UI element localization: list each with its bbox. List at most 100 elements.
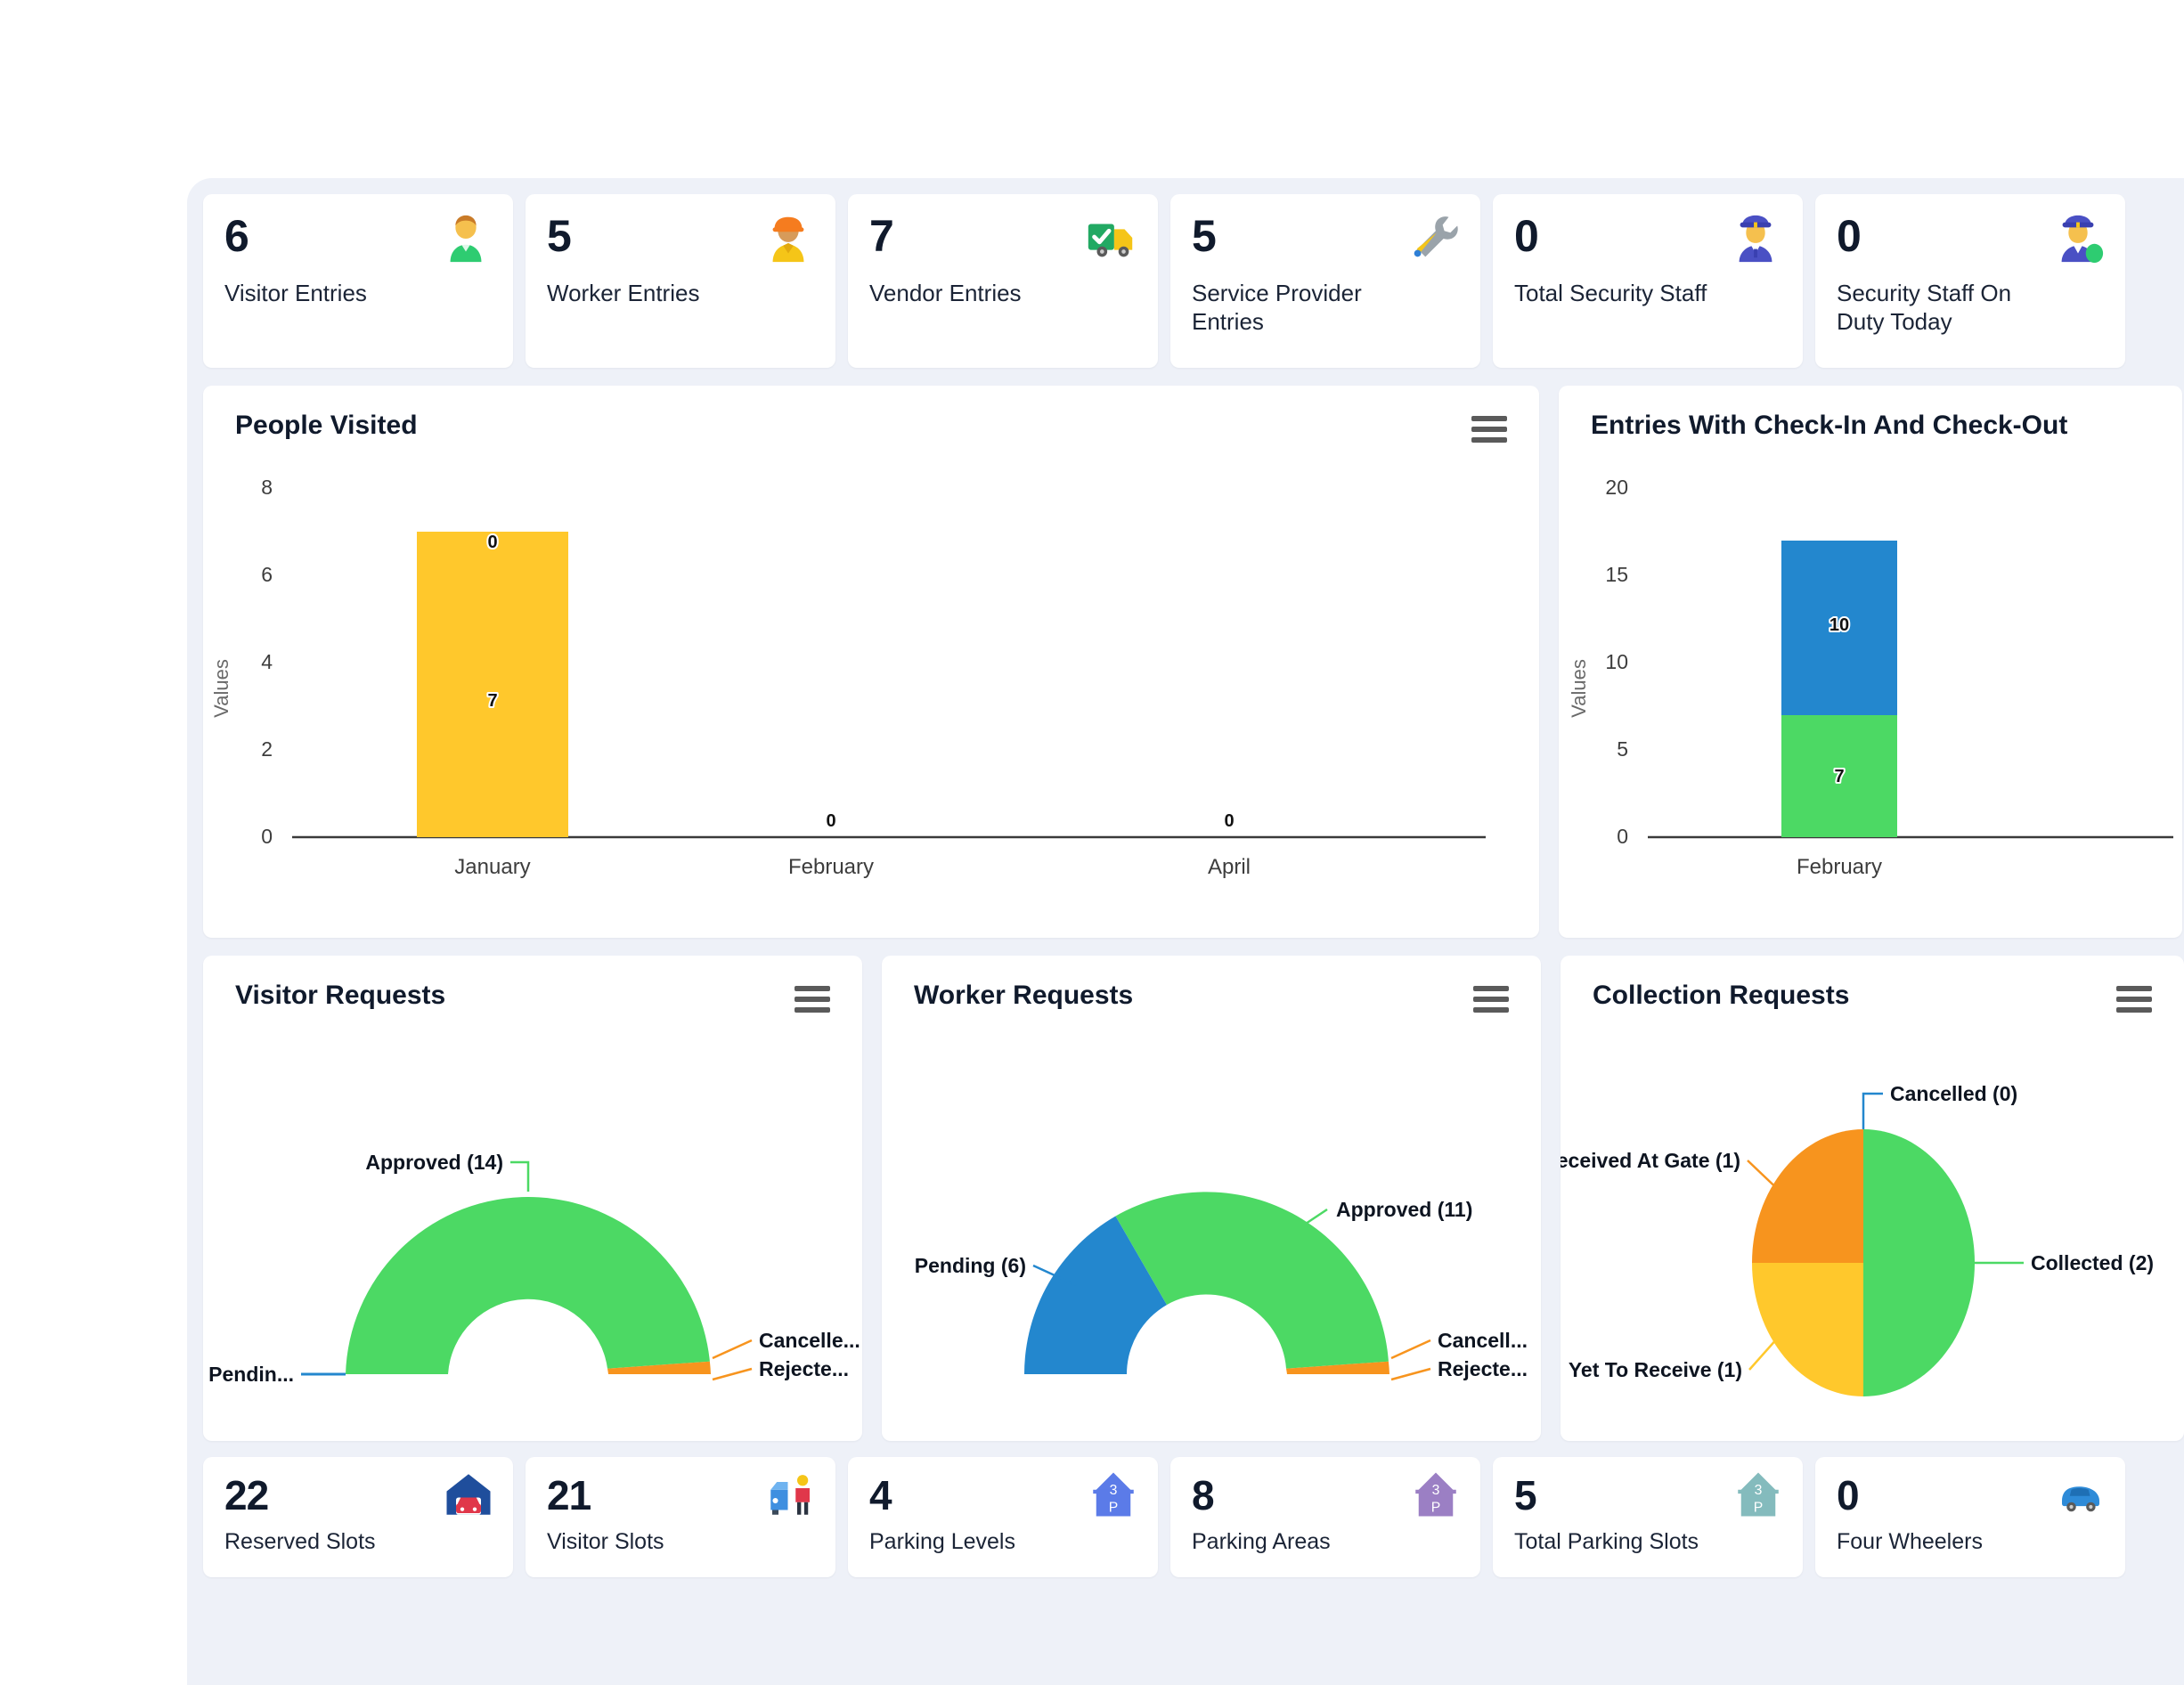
car-icon <box>2056 1469 2106 1519</box>
stat-value: 5 <box>1192 211 1217 261</box>
hamburger-menu-icon[interactable] <box>1471 416 1507 444</box>
label-approved: Approved (11) <box>1336 1198 1472 1221</box>
panel-people-visited: People Visited 8 6 4 2 0 Values 0 7 <box>203 386 1539 938</box>
stat-card-vendor-entries[interactable]: 7 Vendor Entries <box>848 194 1158 368</box>
stat-label: Parking Levels <box>869 1529 1015 1554</box>
leader-cancelled <box>1390 1339 1431 1360</box>
hamburger-menu-icon[interactable] <box>795 986 830 1014</box>
label-rejected: Rejecte... <box>759 1357 849 1380</box>
slice-approved[interactable] <box>346 1197 710 1374</box>
stat-label: Security Staff On Duty Today <box>1837 280 2012 335</box>
ytick: 8 <box>261 476 273 499</box>
panel-title: Collection Requests <box>1593 981 1850 1010</box>
ytick: 6 <box>261 563 273 586</box>
stat-value: 4 <box>869 1472 892 1518</box>
panel-worker-requests: Worker Requests Approved (11) Pending (6… <box>882 956 1541 1441</box>
stat-label: Service Provider Entries <box>1192 280 1362 335</box>
security-guard-online-icon <box>2050 210 2106 265</box>
chart-collection-requests: Cancelled (0) Collected (2) Received At … <box>1561 1018 2184 1441</box>
stat-value: 7 <box>869 211 894 261</box>
slice-yet-to-receive[interactable] <box>1752 1263 1863 1396</box>
stat-label: Total Parking Slots <box>1514 1529 1699 1554</box>
label-pending: Pending (6) <box>915 1254 1026 1277</box>
ytick: 15 <box>1605 563 1628 586</box>
dashboard-page: 6 Visitor Entries 5 Worker Entries <box>187 178 2184 1685</box>
stat-card-total-parking-slots[interactable]: 5 Total Parking Slots 3 P <box>1493 1457 1803 1577</box>
stat-value: 21 <box>547 1472 591 1518</box>
slice-approved[interactable] <box>1115 1192 1389 1369</box>
security-guard-icon <box>1728 210 1783 265</box>
parking-badge-bottom: P <box>1754 1500 1764 1515</box>
x-tick-february: February <box>788 855 874 879</box>
stat-card-four-wheelers[interactable]: 0 Four Wheelers <box>1815 1457 2125 1577</box>
stat-card-worker-entries[interactable]: 5 Worker Entries <box>526 194 835 368</box>
y-axis-title: Values <box>210 659 232 718</box>
stat-value: 0 <box>1514 211 1539 261</box>
panel-title: People Visited <box>235 411 418 440</box>
stat-label: Vendor Entries <box>869 280 1022 306</box>
hamburger-menu-icon[interactable] <box>1473 986 1509 1014</box>
charts-row-2: Visitor Requests Approved (14) Cancelle.… <box>187 938 2184 1441</box>
stat-card-total-security-staff[interactable]: 0 Total Security Staff <box>1493 194 1803 368</box>
slice-pending[interactable] <box>1024 1216 1167 1375</box>
parking-badge-bottom: P <box>1109 1500 1119 1515</box>
label-cancelled: Cancelle... <box>759 1329 860 1352</box>
bar-january[interactable] <box>417 532 568 837</box>
stat-card-security-staff-on-duty[interactable]: 0 Security Staff On Duty Today <box>1815 194 2125 368</box>
label-cancelled: Cancelled (0) <box>1890 1082 2017 1105</box>
worker-helmet-icon <box>761 210 816 265</box>
parking-badge-top: 3 <box>1432 1483 1440 1498</box>
chart-people-visited: 8 6 4 2 0 Values 0 7 0 0 January Fe <box>203 448 1539 938</box>
wrench-tools-icon <box>1406 210 1461 265</box>
stat-value: 0 <box>1837 1472 1860 1518</box>
bar-label-february: 0 <box>826 811 835 831</box>
slice-cancelled-rejected[interactable] <box>607 1361 711 1374</box>
stat-card-parking-levels[interactable]: 4 Parking Levels 3 P <box>848 1457 1158 1577</box>
stat-value: 0 <box>1837 211 1862 261</box>
label-yet-to-receive: Yet To Receive (1) <box>1569 1358 1742 1381</box>
visitor-parking-icon <box>766 1469 816 1519</box>
leader-approved <box>1286 1208 1328 1238</box>
garage-car-icon <box>444 1469 493 1519</box>
bar-label-april: 0 <box>1224 811 1234 831</box>
stat-label: Visitor Slots <box>547 1529 664 1554</box>
parking-badge-top: 3 <box>1755 1483 1763 1498</box>
slice-received-at-gate[interactable] <box>1752 1129 1863 1263</box>
bar-label-inside-january: 7 <box>487 691 497 711</box>
stat-card-service-provider-entries[interactable]: 5 Service Provider Entries <box>1170 194 1480 368</box>
stat-value: 6 <box>224 211 249 261</box>
stat-card-visitor-slots[interactable]: 21 Visitor Slots <box>526 1457 835 1577</box>
slice-collected[interactable] <box>1863 1129 1975 1396</box>
y-axis-title: Values <box>1568 659 1590 718</box>
label-cancelled: Cancell... <box>1438 1329 1528 1352</box>
stat-value: 22 <box>224 1472 269 1518</box>
bar-label-top-january: 0 <box>487 533 497 552</box>
label-received-at-gate: Received At Gate (1) <box>1561 1149 1740 1172</box>
ytick: 2 <box>261 737 273 761</box>
stat-card-reserved-slots[interactable]: 22 Reserved Slots <box>203 1457 513 1577</box>
stat-label: Parking Areas <box>1192 1529 1331 1554</box>
bar-label-checkout: 10 <box>1830 615 1849 635</box>
leader-approved <box>510 1160 530 1192</box>
stat-value: 5 <box>1514 1472 1537 1518</box>
panel-visitor-requests: Visitor Requests Approved (14) Cancelle.… <box>203 956 862 1441</box>
parking-area-purple-icon: 3 P <box>1411 1469 1461 1519</box>
chart-visitor-requests: Approved (14) Cancelle... Rejecte... Pen… <box>203 1018 862 1441</box>
bar-segment-checkout[interactable] <box>1781 541 1897 715</box>
label-collected: Collected (2) <box>2031 1251 2154 1274</box>
leader-yet-to-receive <box>1748 1329 1786 1371</box>
parking-badge-bottom: P <box>1431 1500 1441 1515</box>
bar-segment-checkin[interactable] <box>1781 715 1897 837</box>
panel-title: Visitor Requests <box>235 981 446 1010</box>
slice-cancelled-rejected[interactable] <box>1286 1361 1389 1374</box>
stat-card-parking-areas[interactable]: 8 Parking Areas 3 P <box>1170 1457 1480 1577</box>
ytick: 10 <box>1605 650 1628 673</box>
x-tick-april: April <box>1208 855 1251 879</box>
leader-pending <box>1032 1264 1077 1287</box>
parking-level-blue-icon: 3 P <box>1088 1469 1138 1519</box>
stat-value: 5 <box>547 211 572 261</box>
panel-title: Entries With Check-In And Check-Out <box>1591 411 2068 440</box>
stat-card-visitor-entries[interactable]: 6 Visitor Entries <box>203 194 513 368</box>
leader-cancelled <box>1862 1092 1883 1129</box>
hamburger-menu-icon[interactable] <box>2116 986 2152 1014</box>
